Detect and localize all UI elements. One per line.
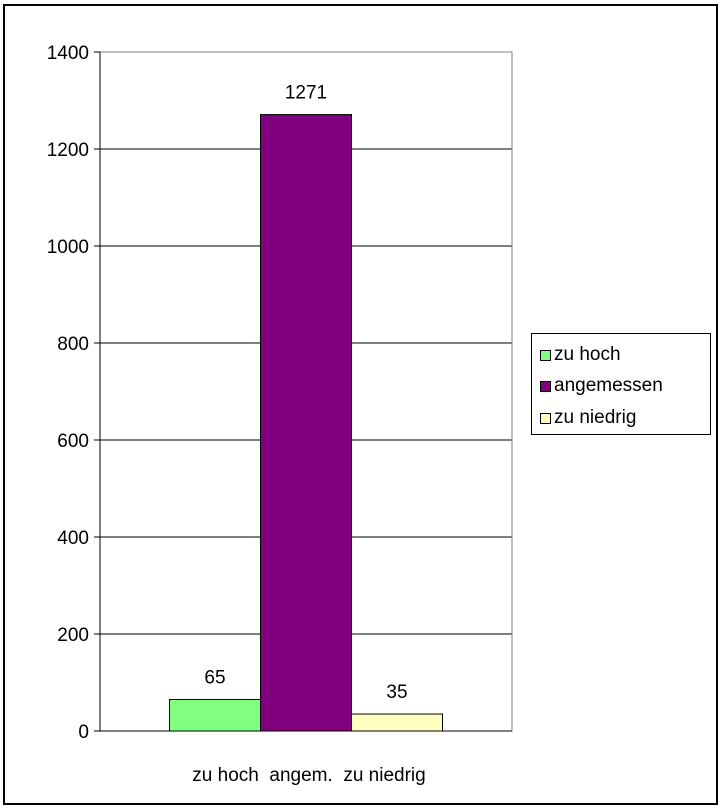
y-tick-label: 1200	[47, 140, 89, 161]
y-tick-label: 600	[57, 431, 89, 452]
y-tick-label: 1000	[47, 237, 89, 258]
legend-swatch-zu-hoch	[540, 349, 551, 361]
labels: 0 200 400 600 800 1000 1200 1400 65 1271 35 zu hoch…	[47, 43, 426, 786]
legend-swatch-angemessen	[540, 380, 551, 392]
x-tick-label: zu niedrig	[333, 765, 426, 786]
y-tick-label: 800	[57, 334, 89, 355]
legend-swatch-zu-niedrig	[540, 412, 551, 424]
x-category-labels: zu hoch angem. zu niedrig	[192, 765, 425, 786]
y-tick-label: 0	[78, 722, 89, 743]
y-tick-label: 400	[57, 528, 89, 549]
data-label: 65	[204, 667, 225, 688]
bar-zu-hoch	[169, 698, 261, 732]
y-tick-label: 200	[57, 625, 89, 646]
legend-item-zu-hoch: zu hoch	[540, 344, 621, 365]
bars	[169, 114, 443, 732]
legend-label-zu-hoch: zu hoch	[554, 344, 621, 365]
y-tick-label: 1400	[47, 43, 89, 64]
data-label: 1271	[285, 83, 327, 104]
data-label: 35	[386, 682, 407, 703]
legend-item-angemessen: angemessen	[540, 375, 663, 396]
legend-item-zu-niedrig: zu niedrig	[540, 407, 637, 428]
legend: zu hoch angemessen zu niedrig	[531, 333, 711, 435]
x-tick-label: angem.	[259, 765, 333, 786]
bar-zu-niedrig	[351, 713, 443, 732]
legend-label-angemessen: angemessen	[554, 375, 663, 396]
legend-label-zu-niedrig: zu niedrig	[554, 407, 637, 428]
bar-angem-	[260, 114, 352, 732]
x-tick-label: zu hoch	[192, 765, 259, 786]
